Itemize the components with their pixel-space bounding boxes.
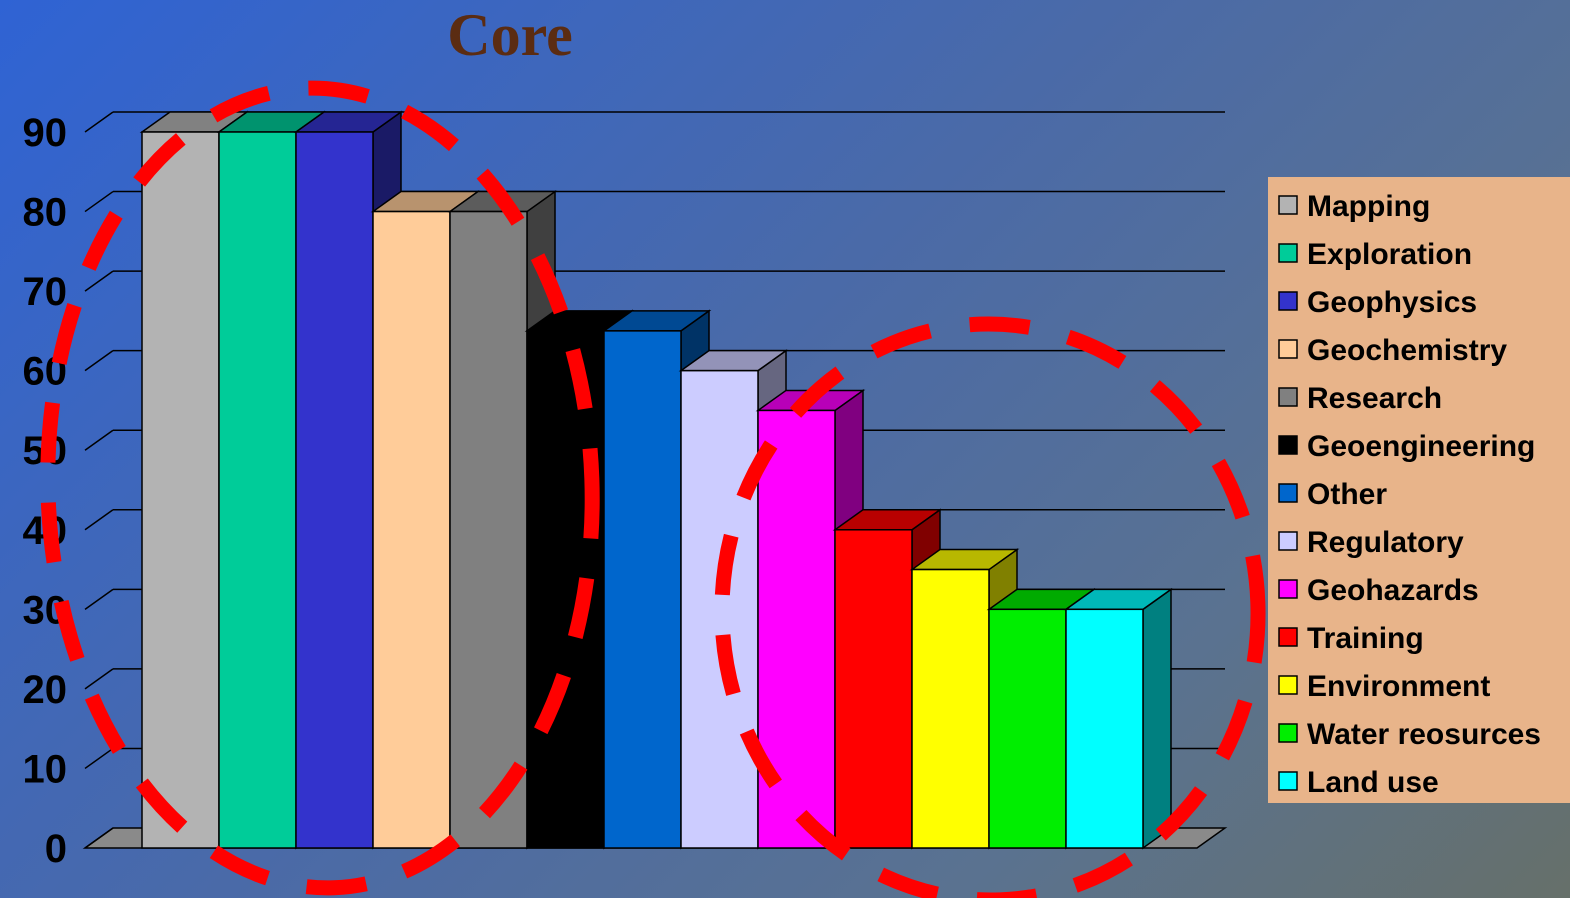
legend-item: Water reosurces bbox=[1278, 718, 1541, 751]
y-tick-label: 10 bbox=[23, 747, 68, 791]
y-tick-label: 0 bbox=[45, 827, 67, 871]
legend-label: Mapping bbox=[1307, 190, 1430, 223]
legend-label: Geophysics bbox=[1307, 286, 1477, 319]
legend-label: Geochemistry bbox=[1307, 334, 1507, 367]
bar-front bbox=[1065, 608, 1144, 849]
legend-item: Other bbox=[1278, 478, 1387, 511]
legend-label: Regulatory bbox=[1307, 526, 1464, 559]
bar-front bbox=[449, 210, 528, 849]
bar bbox=[1063, 587, 1174, 850]
legend-item: Geohazards bbox=[1278, 574, 1479, 607]
bar-front bbox=[295, 131, 374, 849]
legend-item: Exploration bbox=[1278, 238, 1472, 271]
chart-title: Core bbox=[447, 2, 573, 68]
legend-label: Geoengineering bbox=[1307, 430, 1535, 463]
annotation-ellipse bbox=[714, 316, 1266, 898]
legend-item: Regulatory bbox=[1278, 526, 1464, 559]
annotation-ellipse bbox=[40, 80, 600, 896]
bar-front bbox=[988, 608, 1067, 849]
bar-front bbox=[372, 210, 451, 849]
bar-front bbox=[218, 131, 297, 849]
y-tick-label: 90 bbox=[23, 111, 68, 155]
y-tick-label: 80 bbox=[23, 191, 68, 235]
y-tick-label: 20 bbox=[23, 668, 68, 712]
legend: Mapping Exploration Geophysics Geochemistry… bbox=[1268, 177, 1570, 803]
tick-mark bbox=[84, 429, 114, 451]
tick-mark bbox=[84, 588, 114, 610]
legend-swatch bbox=[1278, 435, 1298, 455]
bar-front bbox=[141, 131, 220, 849]
legend-swatch bbox=[1278, 195, 1298, 215]
legend-item: Training bbox=[1278, 622, 1424, 655]
legend-label: Environment bbox=[1307, 670, 1490, 703]
legend-item: Research bbox=[1278, 382, 1442, 415]
y-tick-label: 70 bbox=[23, 270, 68, 314]
legend-label: Research bbox=[1307, 382, 1442, 415]
tick-mark bbox=[84, 668, 114, 690]
legend-swatch bbox=[1278, 723, 1298, 743]
legend-swatch bbox=[1278, 339, 1298, 359]
bar-front bbox=[603, 330, 682, 849]
tick-mark bbox=[84, 827, 114, 849]
legend-swatch bbox=[1278, 675, 1298, 695]
bar-front bbox=[680, 369, 759, 849]
tick-mark bbox=[84, 509, 114, 531]
legend-label: Land use bbox=[1307, 766, 1439, 799]
legend-item: Land use bbox=[1278, 766, 1439, 799]
legend-item: Geoengineering bbox=[1278, 430, 1535, 463]
legend-item: Geophysics bbox=[1278, 286, 1477, 319]
bars bbox=[139, 110, 1174, 850]
legend-swatch bbox=[1278, 387, 1298, 407]
legend-item: Environment bbox=[1278, 670, 1490, 703]
legend-box bbox=[1268, 177, 1570, 803]
tick-mark bbox=[84, 190, 114, 213]
legend-swatch bbox=[1278, 243, 1298, 263]
legend-label: Water reosurces bbox=[1307, 718, 1541, 751]
legend-swatch bbox=[1278, 531, 1298, 551]
legend-label: Training bbox=[1307, 622, 1424, 655]
legend-swatch bbox=[1278, 771, 1298, 791]
legend-label: Exploration bbox=[1307, 238, 1472, 271]
legend-item: Mapping bbox=[1278, 190, 1430, 223]
bar-front bbox=[834, 529, 913, 849]
tick-mark bbox=[84, 270, 114, 292]
tick-mark bbox=[84, 350, 114, 372]
legend-label: Other bbox=[1307, 478, 1387, 511]
legend-label: Geohazards bbox=[1307, 574, 1479, 607]
bar-front bbox=[911, 568, 990, 849]
legend-item: Geochemistry bbox=[1278, 334, 1507, 367]
tick-mark bbox=[84, 747, 114, 770]
legend-swatch bbox=[1278, 579, 1298, 599]
annotations bbox=[40, 80, 1266, 898]
bar-side bbox=[1142, 587, 1172, 850]
tick-mark bbox=[84, 111, 114, 133]
legend-swatch bbox=[1278, 291, 1298, 311]
legend-swatch bbox=[1278, 483, 1298, 503]
legend-swatch bbox=[1278, 627, 1298, 647]
